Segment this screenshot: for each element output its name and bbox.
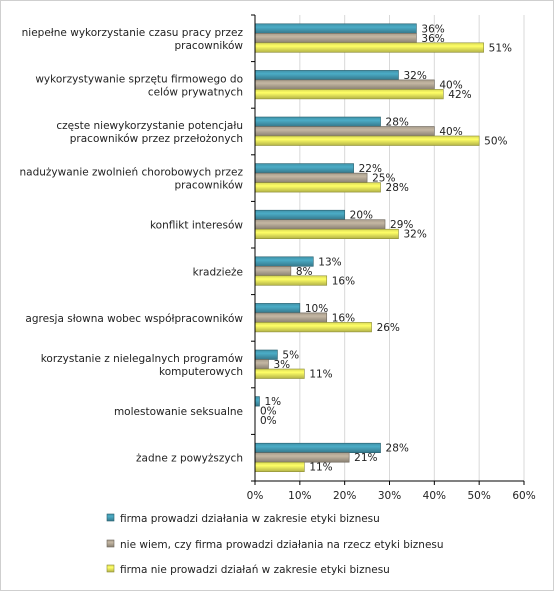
category-label: pracowników (175, 180, 244, 192)
data-label: 28% (386, 443, 409, 455)
x-tick-label: 30% (378, 490, 401, 502)
bar (254, 209, 345, 220)
bar (254, 135, 480, 146)
category-label: pracowników (175, 40, 244, 52)
data-label: 16% (332, 275, 355, 287)
bar (254, 23, 417, 34)
category-label: molestowanie seksualne (114, 406, 243, 418)
category-label: nadużywanie zwolnień chorobowych przez (20, 167, 244, 179)
data-label: 25% (372, 173, 395, 185)
legend-swatch (106, 513, 115, 522)
data-label: 36% (421, 23, 444, 35)
category-label: niepełne wykorzystanie czasu pracy przez (22, 27, 244, 39)
bar (254, 275, 328, 286)
data-label: 51% (489, 42, 512, 54)
data-label: 28% (386, 117, 409, 129)
category-label: kradzieże (193, 266, 243, 278)
bar (254, 79, 435, 90)
bar (254, 359, 269, 370)
bar (254, 32, 417, 44)
category-label: konflikt interesów (150, 220, 243, 232)
x-tick-label: 20% (333, 490, 356, 502)
bar (254, 452, 350, 463)
data-label: 40% (439, 126, 462, 138)
bar (254, 42, 484, 53)
bar (254, 163, 354, 174)
data-label: 40% (439, 79, 462, 91)
data-label: 20% (350, 210, 373, 222)
bar (254, 116, 381, 127)
x-tick-label: 0% (247, 490, 264, 502)
data-label: 42% (448, 89, 471, 101)
category-label: celów prywatnych (148, 86, 243, 98)
category-label: komputerowych (159, 366, 243, 378)
x-tick-label: 40% (423, 490, 446, 502)
data-label: 22% (359, 163, 382, 175)
legend-swatch (106, 539, 115, 548)
bar (254, 396, 260, 407)
data-label: 0% (260, 415, 277, 427)
data-label: 11% (309, 462, 332, 474)
bar (254, 312, 328, 323)
data-label: 29% (390, 219, 413, 231)
bar (254, 70, 399, 81)
category-label: korzystanie z nielegalnych programów (41, 353, 244, 365)
bar (254, 89, 444, 100)
data-label: 10% (305, 303, 328, 315)
data-label: 3% (273, 359, 290, 371)
data-label: 36% (421, 33, 444, 45)
bar (254, 303, 301, 314)
x-tick-label: 60% (512, 490, 535, 502)
data-label: 32% (403, 229, 426, 241)
x-tick-label: 50% (467, 490, 490, 502)
data-label: 32% (403, 70, 426, 82)
data-label: 50% (484, 136, 507, 148)
data-label: 28% (386, 182, 409, 194)
bar (254, 322, 372, 333)
bar (254, 182, 381, 193)
x-tick-label: 10% (288, 490, 311, 502)
data-label: 5% (282, 350, 299, 362)
category-label: częste niewykorzystanie potencjału (56, 120, 243, 132)
data-label: 21% (354, 452, 377, 464)
data-label: 8% (296, 266, 313, 278)
legend-label: firma nie prowadzi działań w zakresie et… (120, 564, 390, 576)
category-label: pracowników przez przełożonych (70, 133, 243, 145)
category-label: żadne z powyższych (136, 453, 243, 465)
legend-label: nie wiem, czy firma prowadzi działania n… (120, 539, 444, 551)
data-label: 26% (377, 322, 400, 334)
category-label: wykorzystywanie sprzętu firmowego do (35, 73, 243, 85)
legend-label: firma prowadzi działania w zakresie etyk… (120, 513, 380, 525)
bar (254, 219, 386, 230)
bar (254, 228, 399, 239)
data-label: 1% (264, 396, 281, 408)
bar (254, 126, 435, 137)
category-label: agresja słowna wobec współpracowników (25, 313, 243, 325)
bar (254, 461, 305, 473)
data-label: 16% (332, 312, 355, 324)
bar (254, 368, 305, 379)
data-label: 13% (318, 256, 341, 268)
data-label: 11% (309, 369, 332, 381)
data-label: 0% (260, 406, 277, 418)
bar (254, 265, 292, 277)
bar (254, 172, 368, 183)
legend-swatch (106, 564, 115, 573)
